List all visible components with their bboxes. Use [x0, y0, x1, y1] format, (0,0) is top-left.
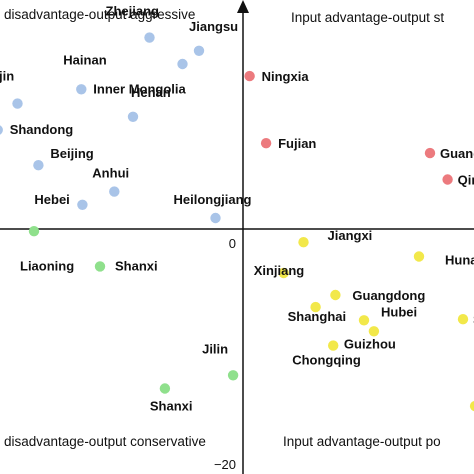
point-label-hebei: Hebei [34, 192, 69, 207]
point-label-guangdong: Guangdong [352, 288, 425, 303]
quadrant-label-bottom-right: Input advantage-output po [283, 434, 441, 449]
point-liaoning [94, 261, 106, 272]
y-tick-label-0: 0 [229, 236, 236, 251]
point-jiangxi [298, 237, 309, 248]
y-tick-label-minus20: −20 [214, 457, 236, 472]
point-label-shandong: Shandong [10, 122, 74, 137]
point-unlabeled-2 [177, 58, 188, 70]
point-label-zhejiang: Zhejiang [106, 4, 160, 19]
point-tianjin [12, 98, 23, 109]
point-label-jiangsu: Jiangsu [189, 19, 238, 34]
quadrant-label-top-left: disadvantage-output aggressive [4, 7, 195, 22]
point-label-jiangxi: Jiangxi [328, 228, 373, 243]
points-layer [0, 32, 474, 412]
point-label-henan: Henan [131, 85, 171, 100]
point-label-hubei: Hubei [381, 304, 417, 319]
point-label-shanxi: Shanxi [115, 258, 158, 273]
y-axis-arrow-icon [237, 0, 249, 13]
point-jilin [227, 370, 239, 381]
point-label-jilin: Jilin [202, 341, 228, 356]
point-label-hainan: Hainan [63, 52, 106, 67]
point-jiangsu [193, 45, 205, 56]
point-hainan [76, 84, 87, 95]
point-beijing [33, 160, 44, 171]
point-fujian [260, 138, 272, 149]
point-qinghai [442, 174, 453, 185]
point-label-qinghai: Qinghai [458, 173, 474, 188]
point-shanxi [159, 383, 171, 394]
point-guangdong [330, 289, 341, 301]
point-hubei [358, 315, 370, 326]
point-anhui [109, 186, 120, 197]
point-sichuan [457, 314, 469, 325]
point-guangxi [424, 147, 436, 159]
point-label-heilongjiang: Heilongjiang [174, 192, 252, 207]
point-yunnan [469, 401, 474, 412]
point-label-beijing: Beijing [50, 146, 93, 161]
labels-layer: Zhejiang Jiangsu Hainan Tianjin Inner Mongol… [0, 4, 474, 414]
point-label-xinjiang: Xinjiang [254, 263, 305, 278]
point-label-shanxi: Shanxi [150, 399, 193, 414]
quadrant-label-top-right: Input advantage-output st [291, 10, 444, 25]
point-heilongjiang [210, 212, 221, 224]
point-label-shanghai: Shanghai [288, 309, 347, 324]
point-shandong [0, 125, 3, 135]
point-label-guangxi: Guangxi [440, 146, 474, 161]
point-zhejiang [144, 32, 155, 43]
point-label-liaoning: Liaoning [20, 258, 74, 273]
point-ningxia [244, 70, 255, 82]
point-label-ningxia: Ningxia [262, 69, 310, 84]
point-chongqing [328, 340, 339, 351]
point-label-tianjin: Tianjin [0, 69, 14, 84]
point-label-inner-mongolia: Inner Mongolia [93, 81, 186, 96]
quadrant-label-bottom-left: disadvantage-output conservative [4, 434, 206, 449]
point-label-chongqing: Chongqing [292, 353, 361, 368]
point-label-fujian: Fujian [278, 136, 316, 151]
point-label-hunan: Hunan [445, 253, 474, 268]
point-hebei [77, 199, 88, 210]
point-hunan [413, 251, 425, 262]
point-label-anhui: Anhui [92, 166, 129, 181]
point-guizhou [368, 326, 380, 337]
point-unlabeled-12 [28, 226, 40, 237]
point-label-guizhou: Guizhou [344, 336, 396, 351]
point-xinjiang [278, 267, 289, 279]
point-shanghai [310, 301, 321, 313]
point-henan [127, 111, 139, 123]
